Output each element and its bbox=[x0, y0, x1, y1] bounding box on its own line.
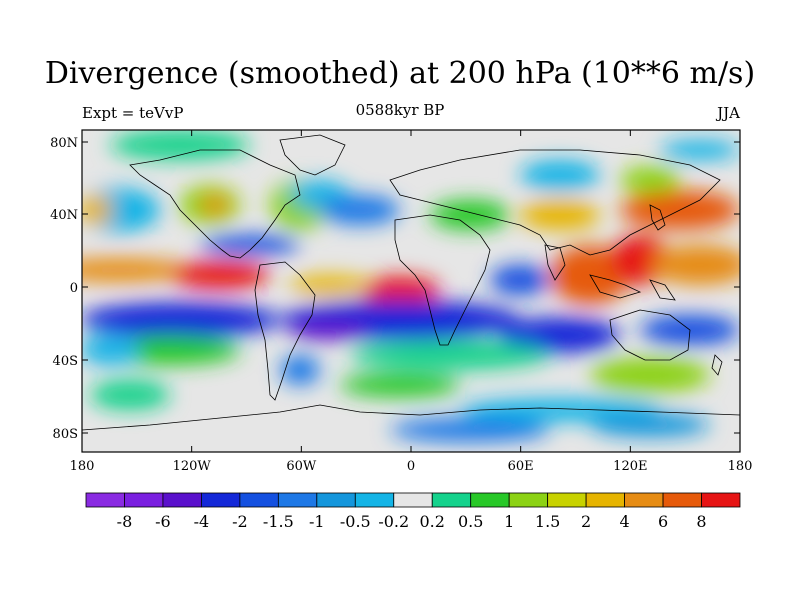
colorbar-label: -0.5 bbox=[340, 512, 371, 531]
colorbar-swatch bbox=[124, 492, 164, 508]
y-tick-label: 0 bbox=[70, 281, 78, 296]
colorbar-label: 1 bbox=[504, 512, 514, 531]
colorbar-label: -1.5 bbox=[263, 512, 294, 531]
x-tick-label: 180 bbox=[70, 459, 95, 474]
colorbar-swatch bbox=[624, 492, 664, 508]
y-tick-label: 80S bbox=[53, 427, 78, 442]
colorbar-label: 0.2 bbox=[420, 512, 445, 531]
x-tick-label: 60W bbox=[286, 459, 317, 474]
colorbar-label: 4 bbox=[619, 512, 629, 531]
y-tick-label: 40S bbox=[53, 354, 78, 369]
colorbar-swatch bbox=[162, 492, 202, 508]
x-tick-label: 60E bbox=[508, 459, 534, 474]
colorbar-label: -4 bbox=[194, 512, 210, 531]
colorbar-swatch bbox=[316, 492, 356, 508]
map-axes: 80N 40N 0 40S 80S 180 120W 60W 0 60E 120E 180 bbox=[50, 130, 752, 474]
colorbar-swatch bbox=[277, 492, 318, 508]
colorbar-swatch bbox=[585, 492, 625, 508]
colorbar-swatch bbox=[393, 492, 433, 508]
colorbar-swatch bbox=[431, 492, 472, 508]
season-label: JJA bbox=[717, 104, 740, 122]
experiment-label: Expt = teVvP bbox=[82, 104, 184, 122]
colorbar-label: 2 bbox=[581, 512, 591, 531]
colorbar-label: 1.5 bbox=[535, 512, 560, 531]
y-tick-label: 80N bbox=[50, 136, 78, 151]
colorbar-swatch bbox=[354, 492, 395, 508]
colorbar-label: -8 bbox=[117, 512, 133, 531]
colorbar-swatch bbox=[85, 492, 125, 508]
colorbar-label: 0.5 bbox=[458, 512, 483, 531]
colorbar-label: 6 bbox=[658, 512, 668, 531]
colorbar-swatch bbox=[508, 492, 549, 508]
colorbar-swatch bbox=[662, 492, 702, 508]
y-tick-label: 40N bbox=[50, 208, 78, 223]
colorbar-label: 8 bbox=[696, 512, 706, 531]
colorbar: -8 -6 -4 -2 -1.5 -1 -0.5 -0.2 0.2 0.5 1 1.5 2 4 6 8 bbox=[85, 492, 741, 531]
colorbar-swatch bbox=[470, 492, 510, 508]
colorbar-label: -0.2 bbox=[378, 512, 409, 531]
colorbar-swatch bbox=[701, 492, 741, 508]
x-tick-label: 180 bbox=[728, 459, 753, 474]
colorbar-swatch bbox=[239, 492, 279, 508]
colorbar-swatch bbox=[201, 492, 241, 508]
x-tick-label: 0 bbox=[407, 459, 415, 474]
divergence-field bbox=[82, 130, 740, 452]
colorbar-label: -1 bbox=[309, 512, 325, 531]
colorbar-swatch bbox=[547, 492, 587, 508]
x-tick-label: 120W bbox=[173, 459, 212, 474]
colorbar-label: -2 bbox=[232, 512, 248, 531]
colorbar-label: -6 bbox=[155, 512, 171, 531]
x-tick-label: 120E bbox=[613, 459, 647, 474]
period-label: 0588kyr BP bbox=[355, 101, 445, 119]
coastlines bbox=[82, 134, 740, 431]
map-title: Divergence (smoothed) at 200 hPa (10**6 … bbox=[44, 56, 756, 91]
